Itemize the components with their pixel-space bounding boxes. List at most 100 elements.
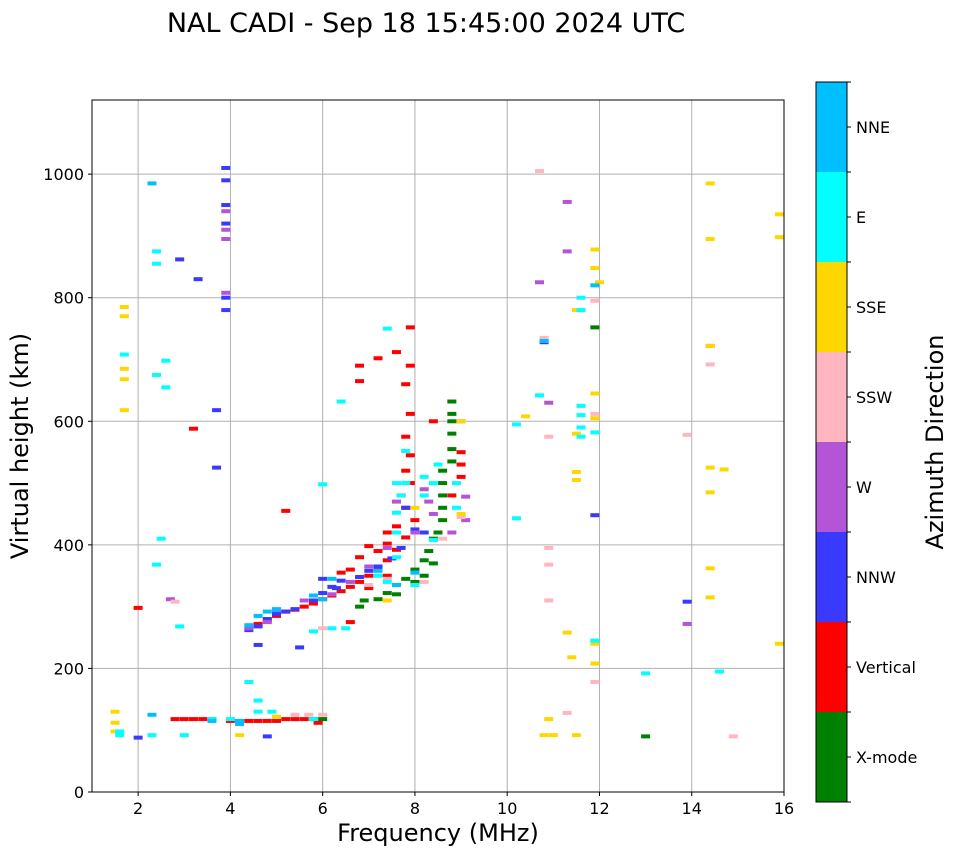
data-point (318, 482, 328, 487)
data-point (774, 235, 784, 240)
data-point (544, 545, 554, 550)
y-tick-label: 200 (53, 659, 84, 678)
data-point (355, 579, 365, 584)
data-point (511, 422, 521, 427)
data-point (511, 516, 521, 521)
data-point (262, 617, 272, 621)
x-axis-label: Frequency (MHz) (337, 819, 539, 847)
data-point (336, 589, 346, 594)
data-point (152, 562, 162, 567)
data-point (567, 655, 577, 660)
data-point (590, 266, 600, 271)
colorbar-swatch (816, 82, 847, 172)
data-point (355, 379, 365, 384)
data-point (327, 576, 337, 581)
data-point (110, 720, 120, 725)
data-point (456, 515, 466, 520)
data-point (438, 468, 448, 473)
data-point (119, 314, 129, 319)
data-point (590, 283, 600, 288)
data-point (576, 403, 586, 408)
data-point (345, 584, 355, 589)
data-point (318, 576, 328, 581)
data-point (313, 720, 323, 725)
data-point (428, 511, 438, 516)
data-point (419, 474, 429, 479)
data-point (382, 573, 392, 578)
data-point (576, 413, 586, 418)
data-point (225, 717, 235, 722)
data-point (682, 621, 692, 626)
y-tick-label: 1000 (43, 165, 84, 184)
colorbar-label: SSW (856, 388, 892, 407)
data-point (590, 638, 600, 643)
data-point (212, 408, 222, 413)
data-point (299, 598, 309, 603)
data-point (447, 530, 457, 535)
data-point (332, 586, 342, 591)
data-point (447, 431, 457, 436)
y-tick-label: 800 (53, 289, 84, 308)
data-point (401, 481, 411, 486)
data-point (562, 630, 572, 635)
data-point (419, 558, 429, 563)
data-point (327, 592, 337, 597)
data-point (364, 564, 374, 569)
data-point (571, 431, 581, 436)
data-point (447, 493, 457, 498)
data-point (175, 257, 185, 262)
data-point (391, 481, 401, 486)
x-tick-label: 12 (589, 799, 609, 818)
data-point (115, 733, 125, 738)
data-point (562, 710, 572, 715)
data-point (110, 729, 120, 734)
data-point (705, 237, 715, 242)
data-point (544, 434, 554, 439)
data-point (456, 419, 466, 424)
data-point (221, 308, 231, 313)
data-point (364, 573, 374, 578)
colorbar-label: X-mode (856, 748, 917, 767)
data-point (359, 598, 369, 603)
data-point (373, 356, 383, 361)
data-point (410, 567, 420, 572)
data-point (405, 481, 415, 486)
data-point (401, 468, 411, 473)
data-point (281, 717, 291, 722)
data-point (682, 599, 692, 604)
plot-frame (91, 99, 785, 793)
data-point (253, 621, 263, 626)
data-point (382, 576, 392, 581)
data-point (327, 626, 337, 631)
data-point (447, 419, 457, 424)
data-point (318, 717, 328, 722)
colorbar-swatch (816, 442, 847, 532)
x-tick-label: 8 (410, 799, 420, 818)
data-point (447, 399, 457, 404)
data-point (281, 609, 291, 614)
data-point (534, 393, 544, 398)
data-point (364, 586, 374, 591)
data-point (193, 277, 203, 282)
data-point (590, 661, 600, 666)
data-point (387, 556, 397, 561)
data-point (364, 568, 374, 573)
data-point (175, 624, 185, 629)
data-point (447, 459, 457, 464)
data-point (308, 601, 318, 606)
data-point (396, 493, 406, 498)
data-point (110, 709, 120, 714)
data-point (590, 416, 600, 421)
data-point (221, 203, 231, 208)
data-point (327, 584, 337, 589)
data-point (152, 261, 162, 266)
data-point (456, 450, 466, 455)
data-point (396, 545, 406, 550)
data-point (705, 343, 715, 348)
data-point (391, 350, 401, 355)
data-point (198, 717, 208, 722)
data-point (391, 547, 401, 552)
data-point (345, 579, 355, 584)
data-point (705, 181, 715, 186)
data-point (562, 249, 572, 254)
